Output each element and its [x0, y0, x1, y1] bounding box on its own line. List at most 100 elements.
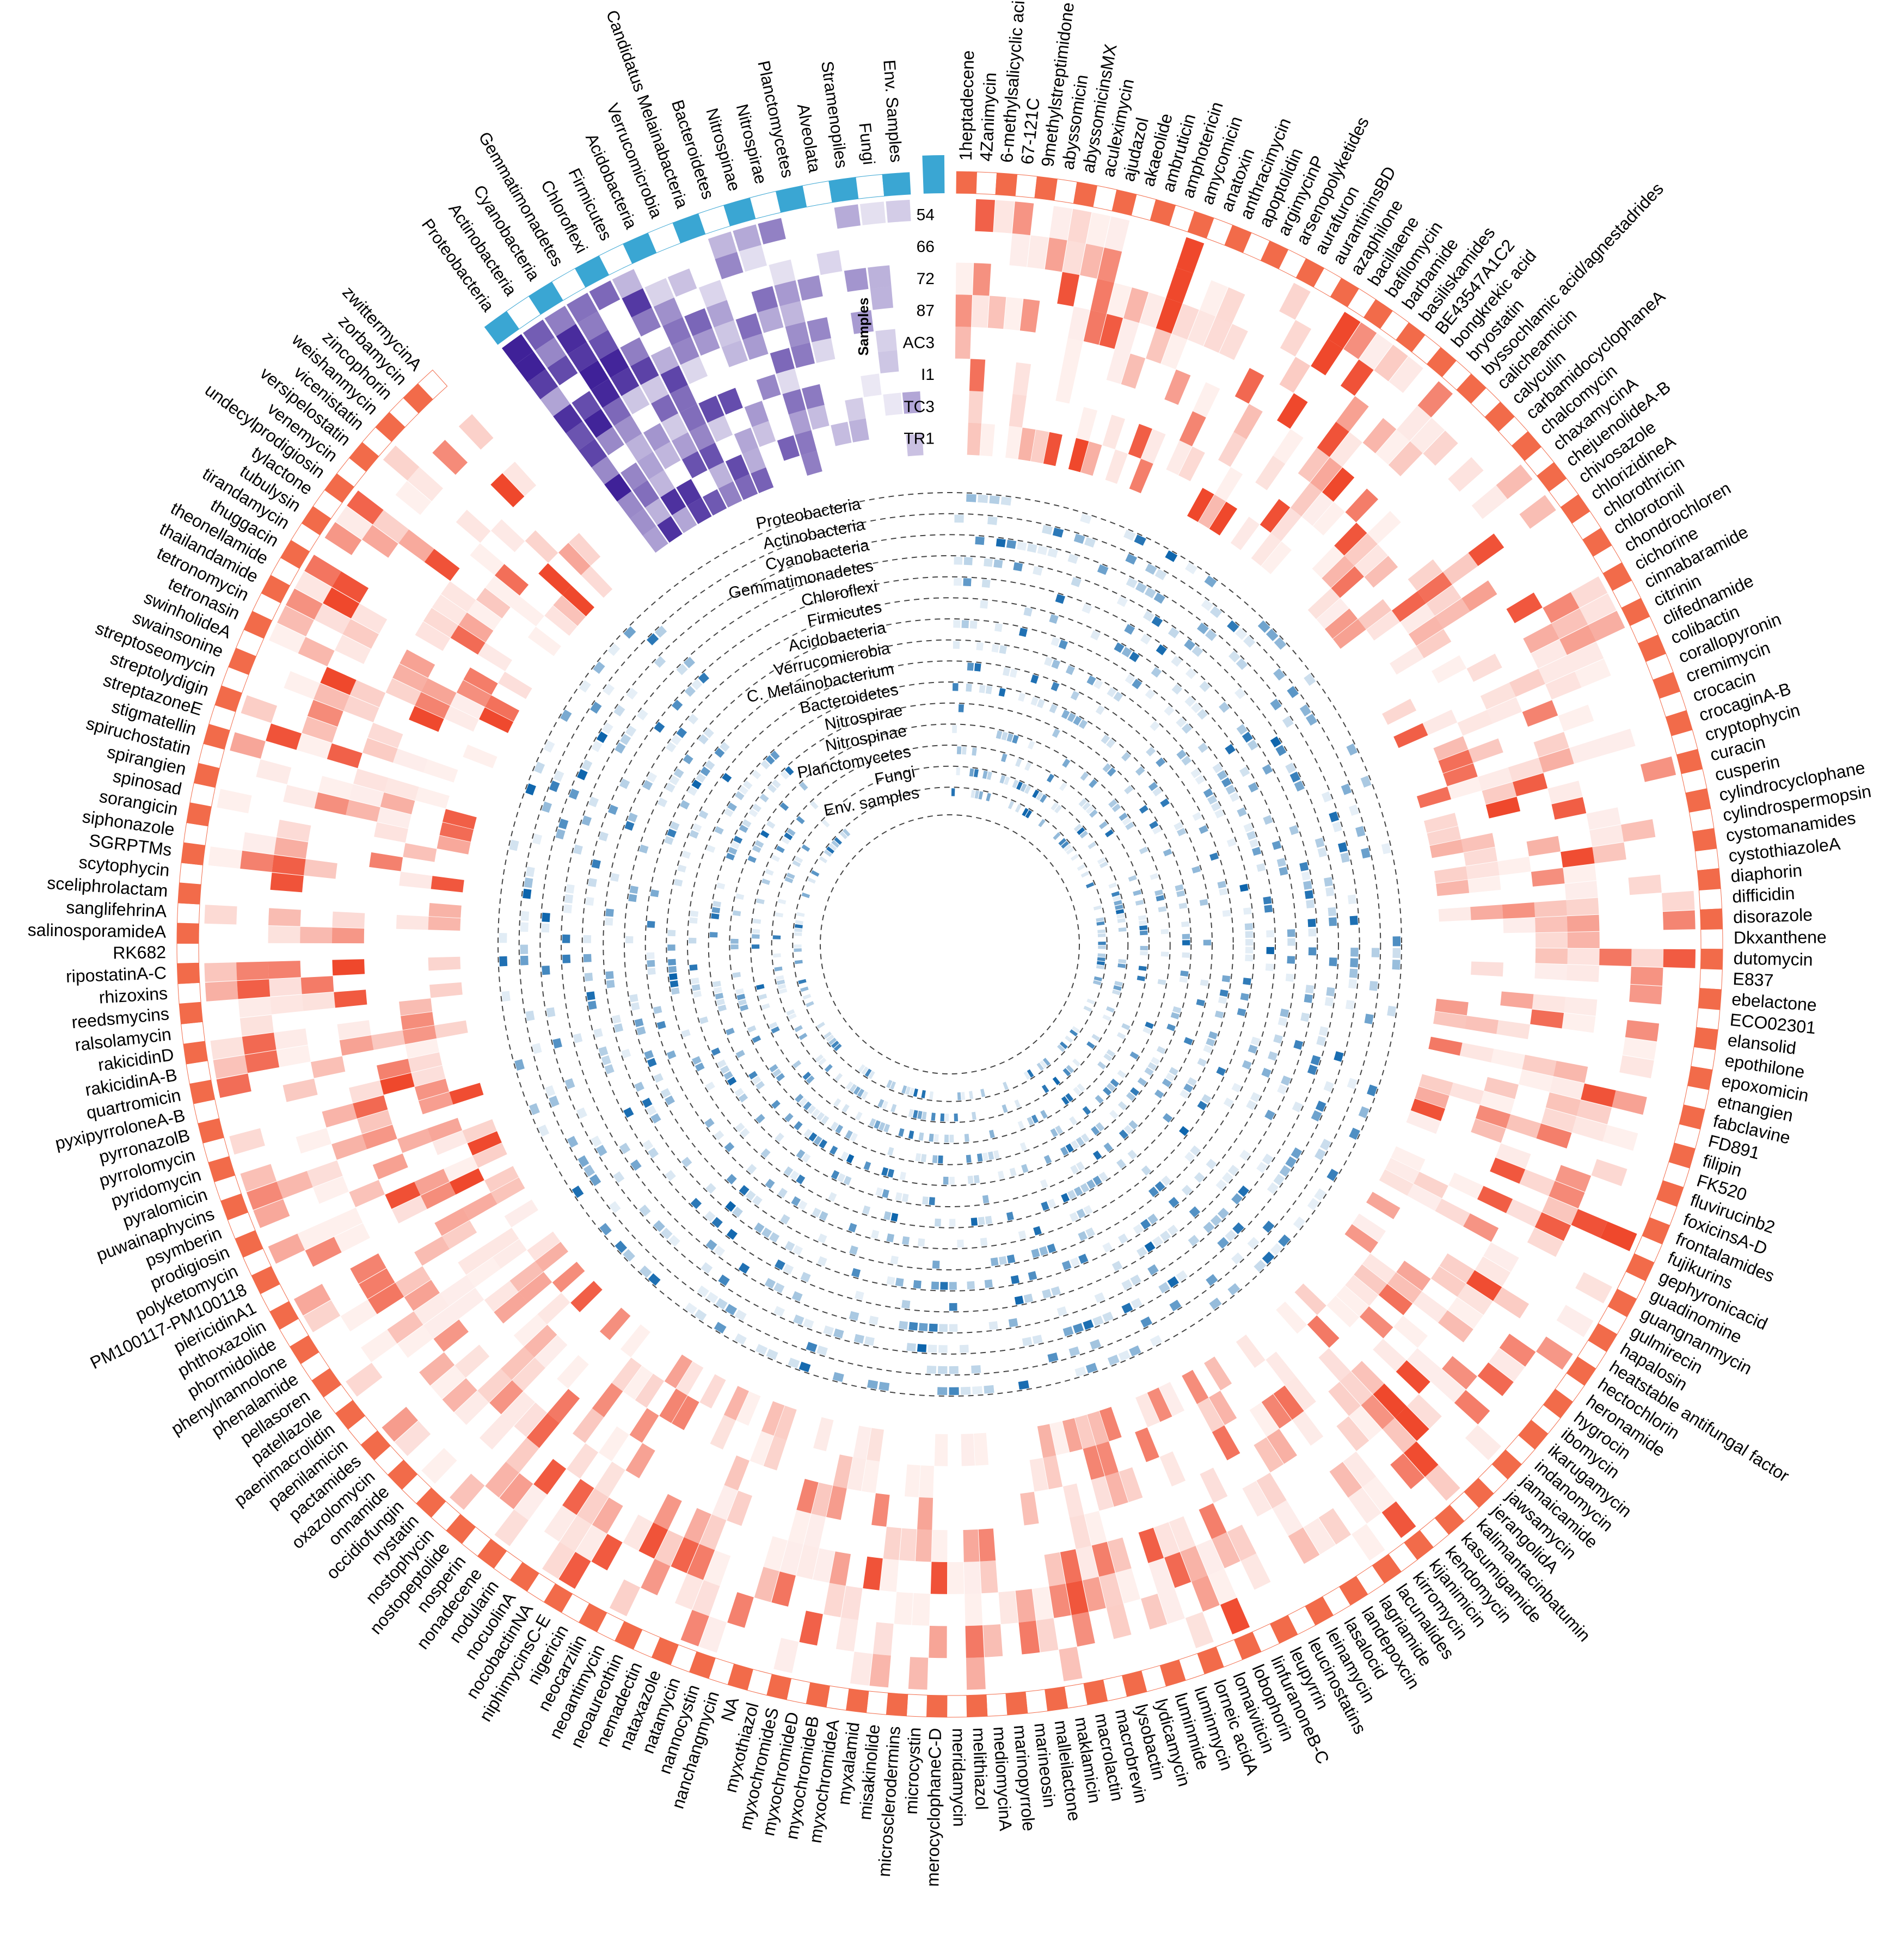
sample-cell: [526, 1413, 560, 1448]
sample-cell: [1471, 1119, 1506, 1143]
sample-cell: [998, 1590, 1018, 1624]
sample-cell: [853, 1426, 871, 1460]
taxon-cell: [1263, 815, 1273, 825]
taxon-cell: [1196, 999, 1205, 1006]
sample-cell: [343, 695, 379, 722]
sample-cell: [380, 1073, 415, 1095]
taxon-cell: [1161, 1175, 1172, 1187]
taxon-cell: [578, 1155, 589, 1168]
taxon-cell: [665, 782, 675, 793]
sample-cell: [1550, 1077, 1585, 1099]
sample-cell: [581, 566, 613, 598]
taxon-cell: [742, 780, 753, 790]
taxon-cell: [998, 1256, 1007, 1265]
sample-cell: [1348, 1487, 1381, 1524]
sample-cell: [1324, 609, 1358, 639]
taxon-cell: [1179, 1126, 1189, 1136]
taxa-cell: [692, 328, 720, 356]
taxon-cell: [1093, 679, 1103, 690]
taxon-cell: [599, 1222, 612, 1236]
taxon-cell: [1117, 963, 1126, 968]
sample-cell: [1448, 457, 1484, 492]
taxon-cell: [874, 1120, 881, 1129]
taxon-cell: [523, 888, 532, 899]
sample-cell: [1018, 427, 1036, 462]
taxon-cell: [956, 746, 962, 754]
taxon-cell: [857, 1089, 865, 1097]
taxon-cell: [1219, 888, 1228, 896]
taxon-cell: [1040, 1060, 1047, 1068]
taxon-cell: [1081, 1133, 1090, 1143]
bgc-marker: [975, 171, 998, 195]
sample-cell: [1062, 1483, 1084, 1518]
sample-cell: [1266, 1351, 1297, 1385]
taxon-cell: [1036, 1062, 1044, 1071]
sample-cell: [466, 1257, 501, 1288]
sample-cell: [1390, 646, 1424, 675]
sample-cell: [392, 748, 428, 773]
sample-cell: [270, 994, 304, 1015]
sample-cell: [973, 263, 991, 296]
taxon-cell: [1059, 1041, 1068, 1049]
taxon-cell: [1246, 1099, 1257, 1110]
taxon-cell: [775, 912, 784, 918]
taxa-cell: [630, 356, 659, 385]
taxon-cell: [1245, 954, 1254, 962]
sample-cell: [1519, 1169, 1555, 1196]
taxon-cell: [817, 1256, 827, 1267]
sample-cell: [1430, 1369, 1466, 1403]
sample-cell: [987, 296, 1006, 329]
bgc-marker: [1064, 1683, 1088, 1709]
taxon-cell: [890, 1213, 899, 1222]
sample-cell: [562, 1479, 594, 1515]
sample-cell: [437, 835, 471, 855]
taxon-cell: [558, 818, 569, 830]
taxon-cell: [1250, 1036, 1261, 1046]
taxon-cell: [1171, 684, 1183, 695]
taxa-cell: [751, 286, 778, 313]
sample-cell: [346, 800, 380, 822]
sample-cell: [1454, 1390, 1490, 1424]
taxon-cell: [1277, 1084, 1288, 1095]
taxon-cell: [926, 1366, 937, 1374]
taxon-cell: [1098, 941, 1106, 945]
taxon-cell: [1272, 840, 1282, 850]
sample-cell: [1541, 1108, 1577, 1133]
taxon-cell: [1090, 1339, 1102, 1350]
taxa-cell: [502, 334, 534, 365]
sample-cell: [495, 564, 529, 596]
sample-cell: [1418, 1074, 1453, 1096]
taxon-cell: [1114, 900, 1122, 906]
sample-cell: [1236, 1334, 1266, 1368]
taxon-cell: [1037, 699, 1045, 709]
taxon-cell: [1144, 1067, 1154, 1076]
taxon-cell: [1158, 906, 1166, 912]
taxon-cell: [1281, 1076, 1291, 1086]
taxon-cell: [1028, 1271, 1037, 1281]
taxon-cell: [1227, 620, 1239, 632]
taxa-cell: [834, 204, 861, 229]
taxon-cell: [1077, 827, 1085, 835]
taxon-cell: [1227, 1165, 1239, 1176]
taxon-cell: [1355, 826, 1366, 837]
sample-cell: [411, 1065, 446, 1087]
taxon-cell: [1317, 847, 1328, 858]
sample-cell: [1020, 1491, 1039, 1526]
taxa-cell: [707, 415, 733, 443]
taxa-cell: [709, 462, 733, 489]
sample-cell: [1068, 438, 1089, 472]
taxon-cell: [898, 1128, 905, 1137]
taxon-cell: [1019, 1142, 1027, 1151]
taxon-cell: [1223, 1097, 1234, 1108]
taxon-cell: [1117, 1070, 1127, 1079]
sample-cell: [1214, 467, 1243, 502]
taxon-cell: [699, 1016, 709, 1024]
taxon-cell: [1273, 668, 1286, 681]
sample-cell: [1535, 932, 1568, 948]
sample-cell: [1097, 247, 1122, 283]
sample-cell: [311, 1056, 346, 1078]
taxon-cell: [1015, 804, 1022, 813]
sample-cell: [1470, 905, 1503, 920]
sample-cell: [1043, 1455, 1062, 1490]
taxa-cell: [902, 391, 922, 414]
